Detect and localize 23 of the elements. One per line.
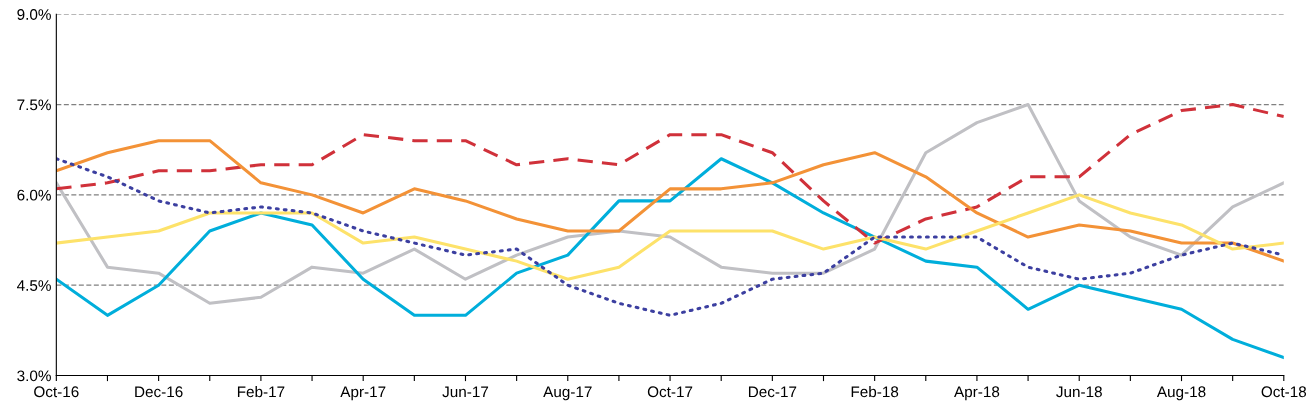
x-tick-label: Oct-16: [34, 386, 79, 398]
x-tick-label: Aug-17: [543, 386, 592, 401]
line-series: [56, 157, 1284, 360]
x-tick-label: Dec-16: [135, 386, 183, 398]
line-series: [56, 103, 1284, 245]
x-tick-label: Apr-17: [340, 386, 386, 401]
y-tick-label: 4.5%: [17, 280, 51, 291]
x-tick-label: Apr-18: [954, 386, 1000, 401]
x-tick-label: Aug-18: [1156, 386, 1206, 401]
line-series: [56, 139, 1284, 263]
x-tick-label: Oct-18: [1261, 386, 1307, 398]
y-tick-label: 7.5%: [17, 99, 51, 111]
x-tick-label: Feb-17: [237, 385, 285, 398]
line-series: [56, 193, 1284, 281]
x-tick-label: Oct-17: [647, 386, 693, 398]
x-tick-label: Dec-17: [748, 386, 797, 398]
x-tick-label: Jun-17: [442, 386, 489, 398]
line-series: [56, 103, 1284, 305]
y-tick-label: 6.0%: [17, 189, 51, 201]
y-tick-label: 9.0%: [17, 9, 51, 20]
y-tick-label: 3.0%: [17, 370, 51, 382]
x-tick-label: Feb-18: [851, 385, 899, 398]
x-tick-label: Jun-18: [1056, 386, 1102, 398]
